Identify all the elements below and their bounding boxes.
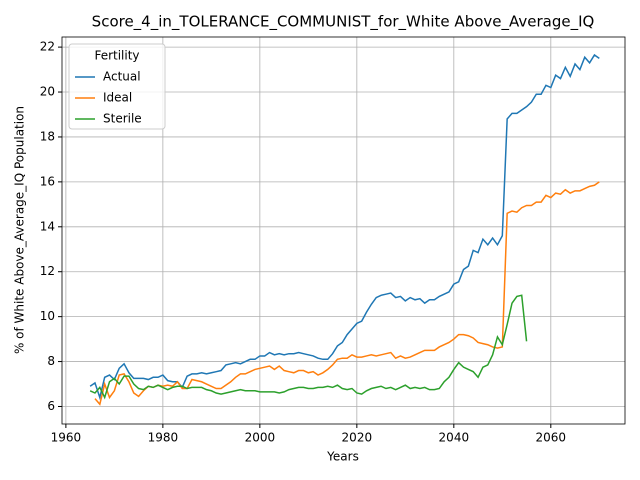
y-tick-label: 14 <box>40 219 55 233</box>
legend-title: Fertility <box>94 49 139 63</box>
x-tick-label: 2020 <box>342 431 373 445</box>
legend-box <box>68 43 166 130</box>
y-axis-label: % of White Above_Average_IQ Population <box>13 106 27 354</box>
x-tick-label: 2060 <box>536 431 567 445</box>
y-tick-label: 20 <box>40 85 55 99</box>
x-axis-label: Years <box>326 450 359 464</box>
y-tick-label: 22 <box>40 40 55 54</box>
chart-title: Score_4_in_TOLERANCE_COMMUNIST_for_White… <box>92 13 595 32</box>
x-tick-label: 2040 <box>439 431 470 445</box>
x-tick-label: 1960 <box>51 431 82 445</box>
y-tick-label: 8 <box>47 354 55 368</box>
data-line <box>89 53 600 401</box>
data-line <box>89 294 528 400</box>
y-tick-label: 12 <box>40 264 55 278</box>
x-tick-label: 2000 <box>245 431 276 445</box>
y-tick-label: 18 <box>40 129 55 143</box>
y-tick-label: 16 <box>40 174 55 188</box>
legend-label: Actual <box>103 70 141 84</box>
x-tick-label: 1980 <box>148 431 179 445</box>
legend-label: Ideal <box>103 91 132 105</box>
data-line <box>94 181 600 406</box>
legend-label: Sterile <box>103 112 142 126</box>
y-tick-label: 6 <box>47 399 55 413</box>
plot-frame <box>61 36 626 425</box>
legend: Fertility Actual Ideal Sterile <box>68 43 166 130</box>
y-tick-label: 10 <box>40 309 55 323</box>
